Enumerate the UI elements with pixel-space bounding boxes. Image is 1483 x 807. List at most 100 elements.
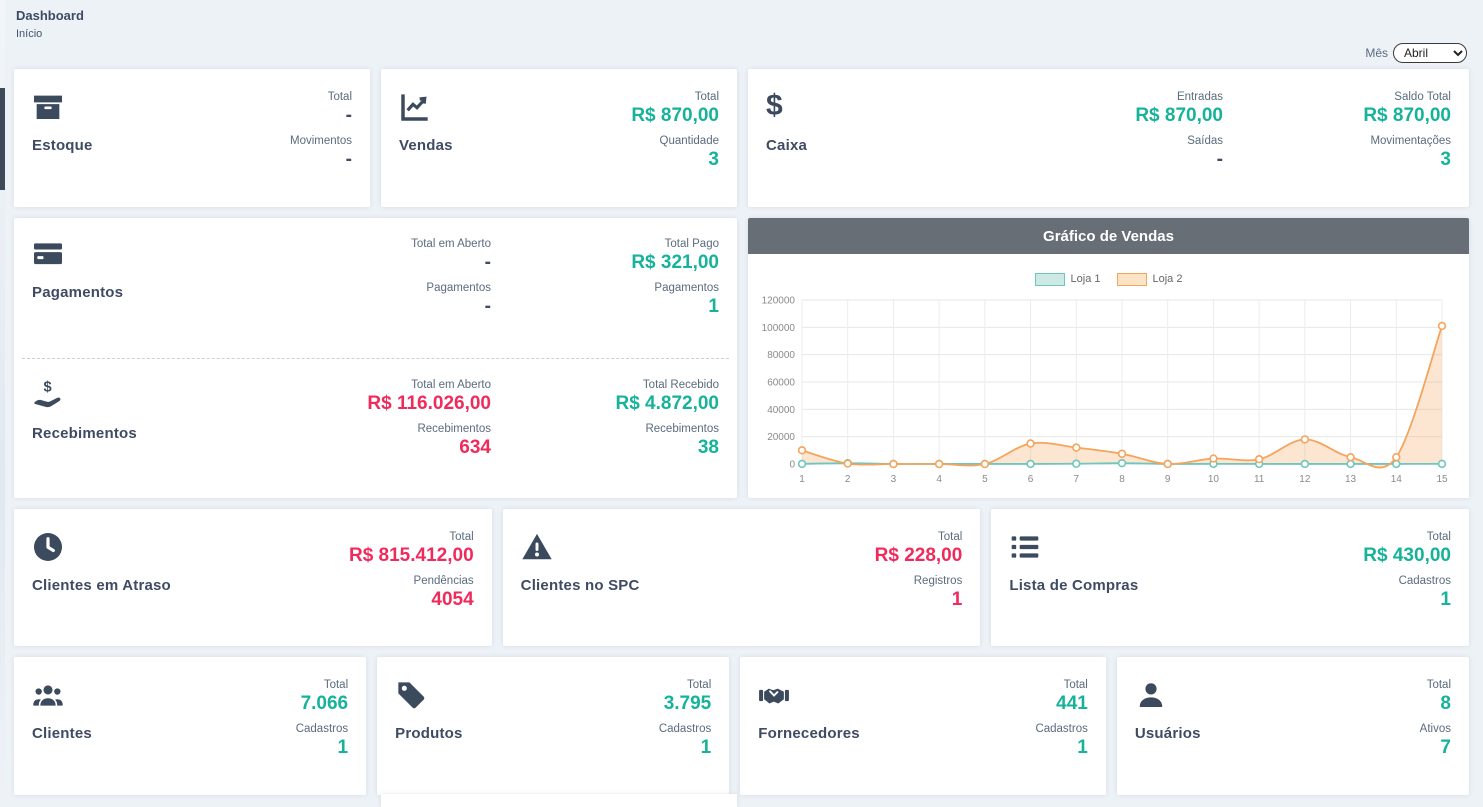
card-clientes-atraso[interactable]: Clientes em Atraso Total R$ 815.412,00 P… bbox=[14, 509, 492, 646]
stat-value: 3 bbox=[708, 149, 719, 170]
partial-next-row-card bbox=[381, 794, 737, 807]
stat-value: 3 bbox=[1440, 149, 1451, 170]
clock-icon bbox=[32, 531, 64, 563]
stat: Total R$ 815.412,00 bbox=[349, 531, 474, 566]
stat-label: Registros bbox=[913, 575, 963, 587]
svg-text:20000: 20000 bbox=[767, 432, 795, 443]
credit-card-icon bbox=[32, 238, 64, 270]
stat: Movimentações 3 bbox=[1370, 135, 1451, 170]
user-icon bbox=[1135, 679, 1167, 711]
svg-text:2: 2 bbox=[845, 474, 851, 485]
stat: Total Recebido R$ 4.872,00 bbox=[615, 379, 719, 414]
stat-label: Ativos bbox=[1419, 723, 1451, 735]
stat-label: Pagamentos bbox=[654, 282, 719, 294]
stat-value: - bbox=[484, 252, 491, 273]
stat: Total R$ 228,00 bbox=[875, 531, 963, 566]
warning-triangle-icon bbox=[521, 531, 553, 563]
stat-label: Recebimentos bbox=[645, 422, 719, 435]
stat: Total R$ 870,00 bbox=[631, 91, 719, 126]
card-caixa[interactable]: $ Caixa Entradas R$ 870,00 Saídas - Sald… bbox=[748, 69, 1469, 207]
box-archive-icon bbox=[32, 91, 64, 123]
card-sales-chart: Gráfico de Vendas Loja 1 Loja 2 0 20000 400… bbox=[748, 218, 1469, 498]
stat-value: R$ 815.412,00 bbox=[348, 545, 474, 566]
dollar-icon: $ bbox=[766, 89, 783, 122]
stat: Recebimentos 38 bbox=[645, 423, 719, 458]
stat-value: - bbox=[1216, 149, 1223, 170]
svg-text:60000: 60000 bbox=[767, 378, 795, 389]
svg-text:40000: 40000 bbox=[767, 405, 795, 416]
stat: Total 441 bbox=[1056, 679, 1088, 714]
stat: Total 3.795 bbox=[664, 679, 712, 714]
stat: Cadastros 1 bbox=[659, 723, 711, 758]
month-select[interactable]: Abril bbox=[1393, 43, 1467, 63]
card-pagamentos-recebimentos[interactable]: Pagamentos Total em Aberto - Pagamentos … bbox=[14, 218, 737, 498]
legend-swatch bbox=[1034, 272, 1065, 286]
svg-text:$: $ bbox=[43, 379, 51, 395]
card-fornecedores[interactable]: Fornecedores Total 441 Cadastros 1 bbox=[740, 657, 1106, 795]
svg-text:14: 14 bbox=[1391, 474, 1403, 485]
legend-swatch bbox=[1116, 272, 1147, 286]
stat-label: Total bbox=[938, 531, 963, 543]
card-title: Caixa bbox=[766, 137, 808, 154]
legend-label: Loja 1 bbox=[1070, 273, 1101, 285]
card-clientes[interactable]: Clientes Total 7.066 Cadastros 1 bbox=[14, 657, 367, 795]
svg-text:3: 3 bbox=[891, 474, 897, 485]
stat-value: 1 bbox=[708, 296, 719, 317]
users-icon bbox=[32, 679, 64, 711]
stat-value: 7 bbox=[1440, 737, 1451, 758]
stat-label: Total Pago bbox=[664, 238, 719, 250]
stat: Pagamentos 1 bbox=[654, 282, 719, 317]
stat: Cadastros 1 bbox=[1035, 723, 1087, 758]
svg-text:1: 1 bbox=[799, 474, 805, 485]
stat-value: 1 bbox=[337, 737, 349, 758]
stat: Pendências 4054 bbox=[414, 575, 474, 610]
stat-label: Cadastros bbox=[658, 723, 712, 735]
stat-label: Total Recebido bbox=[642, 378, 719, 391]
card-title: Clientes em Atraso bbox=[32, 577, 171, 594]
chart-line-icon bbox=[399, 91, 431, 123]
card-title: Recebimentos bbox=[32, 424, 137, 442]
stat-label: Total bbox=[323, 679, 349, 691]
stat-label: Movimentações bbox=[1370, 135, 1451, 147]
stat-value: - bbox=[345, 149, 352, 170]
stat-label: Cadastros bbox=[295, 723, 349, 735]
month-filter: Mês Abril bbox=[0, 42, 1483, 64]
stat: Saídas - bbox=[1187, 135, 1223, 170]
stat: Entradas R$ 870,00 bbox=[1135, 91, 1223, 126]
card-vendas[interactable]: Vendas Total R$ 870,00 Quantidade 3 bbox=[381, 69, 737, 207]
stat: Total em Aberto R$ 116.026,00 bbox=[367, 379, 491, 414]
section-recebimentos: $ Recebimentos Total em Aberto R$ 116.02… bbox=[14, 359, 737, 499]
stat-value: 441 bbox=[1056, 693, 1088, 714]
stat-label: Total bbox=[1426, 531, 1451, 543]
legend-label: Loja 2 bbox=[1152, 273, 1183, 285]
card-clientes-spc[interactable]: Clientes no SPC Total R$ 228,00 Registro… bbox=[502, 509, 981, 646]
stat-label: Total bbox=[327, 91, 352, 103]
stat-value: R$ 321,00 bbox=[631, 252, 719, 273]
list-icon bbox=[1009, 531, 1041, 563]
svg-text:12: 12 bbox=[1299, 474, 1311, 485]
stat-label: Total bbox=[694, 91, 719, 103]
stat-label: Saldo Total bbox=[1394, 91, 1451, 103]
card-title: Produtos bbox=[395, 725, 463, 742]
card-usuarios[interactable]: Usuários Total 8 Ativos 7 bbox=[1116, 657, 1469, 795]
stat-label: Cadastros bbox=[1035, 723, 1088, 735]
svg-text:11: 11 bbox=[1254, 474, 1265, 485]
card-lista-compras[interactable]: Lista de Compras Total R$ 430,00 Cadastr… bbox=[991, 509, 1469, 646]
stat: Registros 1 bbox=[914, 575, 963, 610]
stat-value: 1 bbox=[1077, 737, 1088, 758]
card-produtos[interactable]: Produtos Total 3.795 Cadastros 1 bbox=[377, 657, 730, 795]
stat-label: Total em Aberto bbox=[411, 238, 491, 250]
stat-label: Pagamentos bbox=[426, 282, 491, 294]
legend-item[interactable]: Loja 1 bbox=[1034, 272, 1101, 286]
card-estoque[interactable]: Estoque Total - Movimentos - bbox=[14, 69, 370, 207]
stat-value: 1 bbox=[1440, 589, 1451, 610]
month-filter-label: Mês bbox=[1365, 46, 1388, 60]
handshake-icon bbox=[758, 679, 790, 711]
stat-label: Total bbox=[686, 679, 712, 691]
stat: Total R$ 430,00 bbox=[1363, 531, 1451, 566]
svg-text:6: 6 bbox=[1028, 474, 1034, 485]
legend-item[interactable]: Loja 2 bbox=[1116, 272, 1183, 286]
hand-holding-dollar-icon: $ bbox=[32, 379, 64, 411]
chart-title: Gráfico de Vendas bbox=[748, 218, 1469, 254]
